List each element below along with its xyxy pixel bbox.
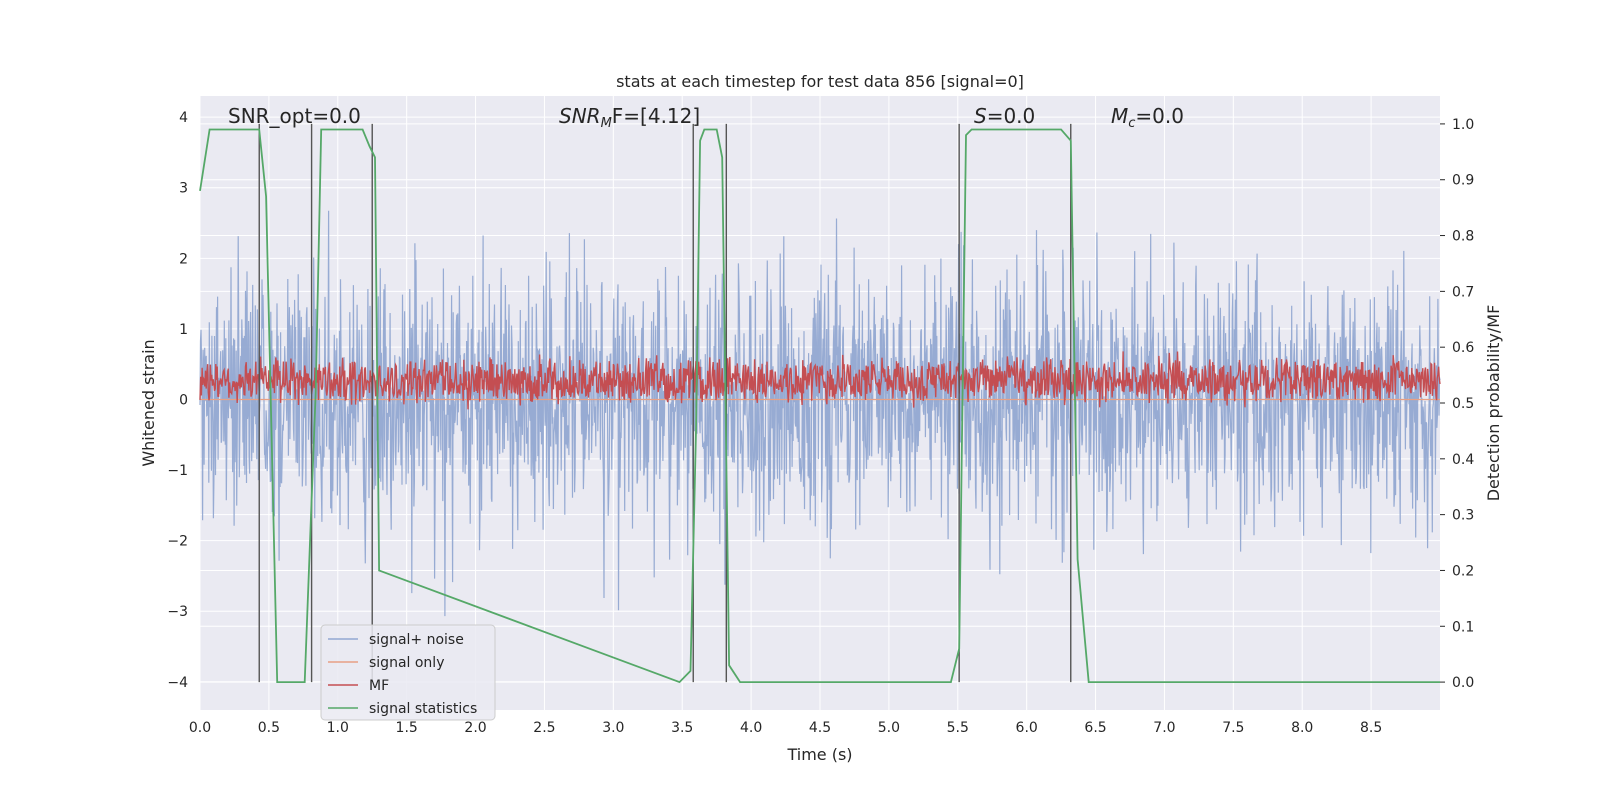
y-tick-label-right: 0.1 (1452, 619, 1474, 635)
y-tick-label-left: 0 (179, 392, 188, 408)
series-layer (199, 123, 1441, 684)
x-tick-label: 0.0 (189, 720, 211, 736)
x-tick-label: 5.0 (878, 720, 900, 736)
y-tick-label-left: 2 (179, 251, 188, 267)
y-tick-label-right: 1.0 (1452, 117, 1474, 133)
x-tick-label: 7.5 (1222, 720, 1244, 736)
y-tick-label-right: 0.9 (1452, 173, 1474, 189)
x-tick-label: 1.5 (396, 720, 418, 736)
y-tick-label-right: 0.4 (1452, 452, 1474, 468)
chart-title: stats at each timestep for test data 856… (616, 72, 1024, 91)
series-mf (199, 351, 1441, 410)
x-tick-label: 2.0 (464, 720, 486, 736)
x-tick-label: 6.5 (1084, 720, 1106, 736)
x-tick-label: 4.5 (809, 720, 831, 736)
annotation-mc: Mc=0.0 (1111, 104, 1184, 131)
x-tick-label: 7.0 (1153, 720, 1175, 736)
y-tick-label-left: −2 (167, 534, 188, 550)
y-tick-label-left: 3 (179, 181, 188, 197)
y-tick-label-right: 0.2 (1452, 563, 1474, 579)
legend-label-mf: MF (369, 678, 389, 694)
legend-label-signal-statistics: signal statistics (369, 701, 477, 717)
y-axis-label-left: Whitened strain (139, 339, 158, 466)
annotation-snr-opt: SNR_opt=0.0 (228, 104, 361, 128)
y-tick-label-right: 0.8 (1452, 229, 1474, 245)
x-tick-label: 3.0 (602, 720, 624, 736)
y-tick-label-right: 0.0 (1452, 675, 1474, 691)
x-tick-label: 0.5 (258, 720, 280, 736)
x-axis-label: Time (s) (786, 745, 852, 764)
x-tick-label: 2.5 (533, 720, 555, 736)
tick-labels: 0.0 0.5 1.0 1.5 2.0 2.5 3.0 3.5 4.0 4.5 5.0 5.5 6.0 6… (167, 110, 1474, 736)
y-tick-label-left: 1 (179, 322, 188, 338)
y-tick-label-right: 0.7 (1452, 284, 1474, 300)
y-tick-label-right: 0.6 (1452, 340, 1474, 356)
y-tick-label-left: −4 (167, 675, 188, 691)
annotation-s: S=0.0 (974, 104, 1035, 128)
y-tick-label-right: 0.5 (1452, 396, 1474, 412)
x-tick-label: 4.0 (740, 720, 762, 736)
legend-label-signal-only: signal only (369, 655, 444, 671)
y-tick-label-left: −1 (167, 463, 188, 479)
y-tick-label-left: 4 (179, 110, 188, 126)
x-tick-label: 5.5 (947, 720, 969, 736)
y-axis-label-right: Detection probability/MF (1484, 305, 1503, 502)
x-tick-label: 8.5 (1360, 720, 1382, 736)
x-tick-label: 1.0 (327, 720, 349, 736)
x-tick-label: 8.0 (1291, 720, 1313, 736)
series-signal-statistics (199, 128, 1440, 684)
legend-box (320, 624, 496, 721)
annotation-snr-mf: SNRMF=[4.12] (559, 104, 700, 131)
y-tick-label-left: −3 (167, 604, 188, 620)
y-tick-label-right: 0.3 (1452, 508, 1474, 524)
legend-label-signal-noise: signal+ noise (369, 632, 464, 648)
x-tick-label: 6.0 (1016, 720, 1038, 736)
x-tick-label: 3.5 (671, 720, 693, 736)
legend: signal+ noise signal only MF signal stat… (320, 624, 496, 721)
